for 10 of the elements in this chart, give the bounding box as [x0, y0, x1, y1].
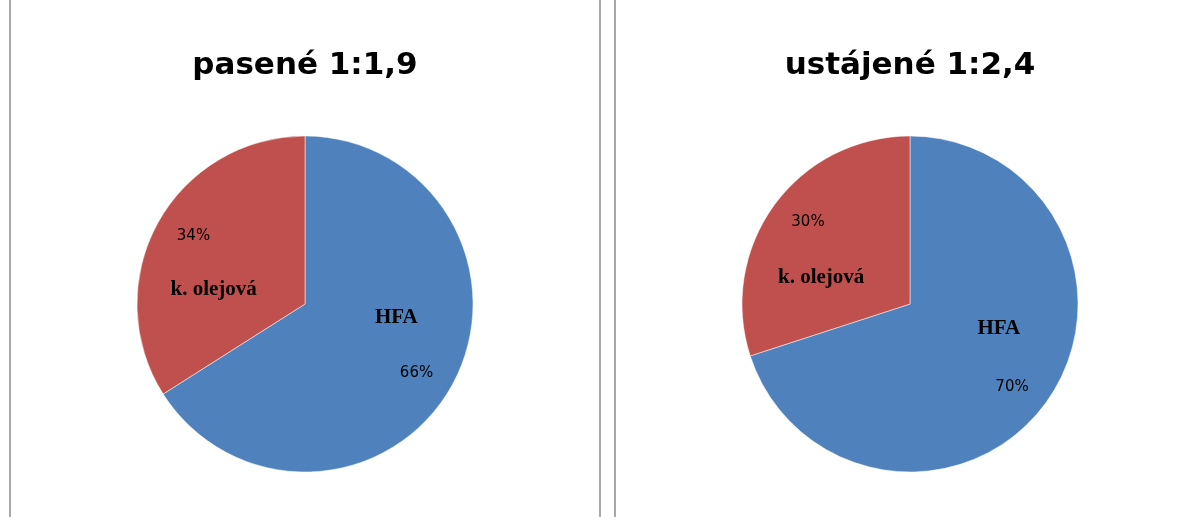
slice-label: HFA — [374, 303, 419, 328]
chart-title: ustájené 1:2,4 — [784, 45, 1036, 81]
data-label: 66% — [399, 363, 434, 382]
slice-label: k. olejová — [777, 264, 865, 289]
data-label: 34% — [176, 225, 211, 244]
slice-label: HFA — [977, 315, 1022, 340]
slice-label: k. olejová — [170, 275, 258, 300]
chart-title: pasené 1:1,9 — [192, 45, 418, 81]
data-label: 70% — [995, 376, 1029, 395]
data-label: 30% — [791, 212, 825, 231]
